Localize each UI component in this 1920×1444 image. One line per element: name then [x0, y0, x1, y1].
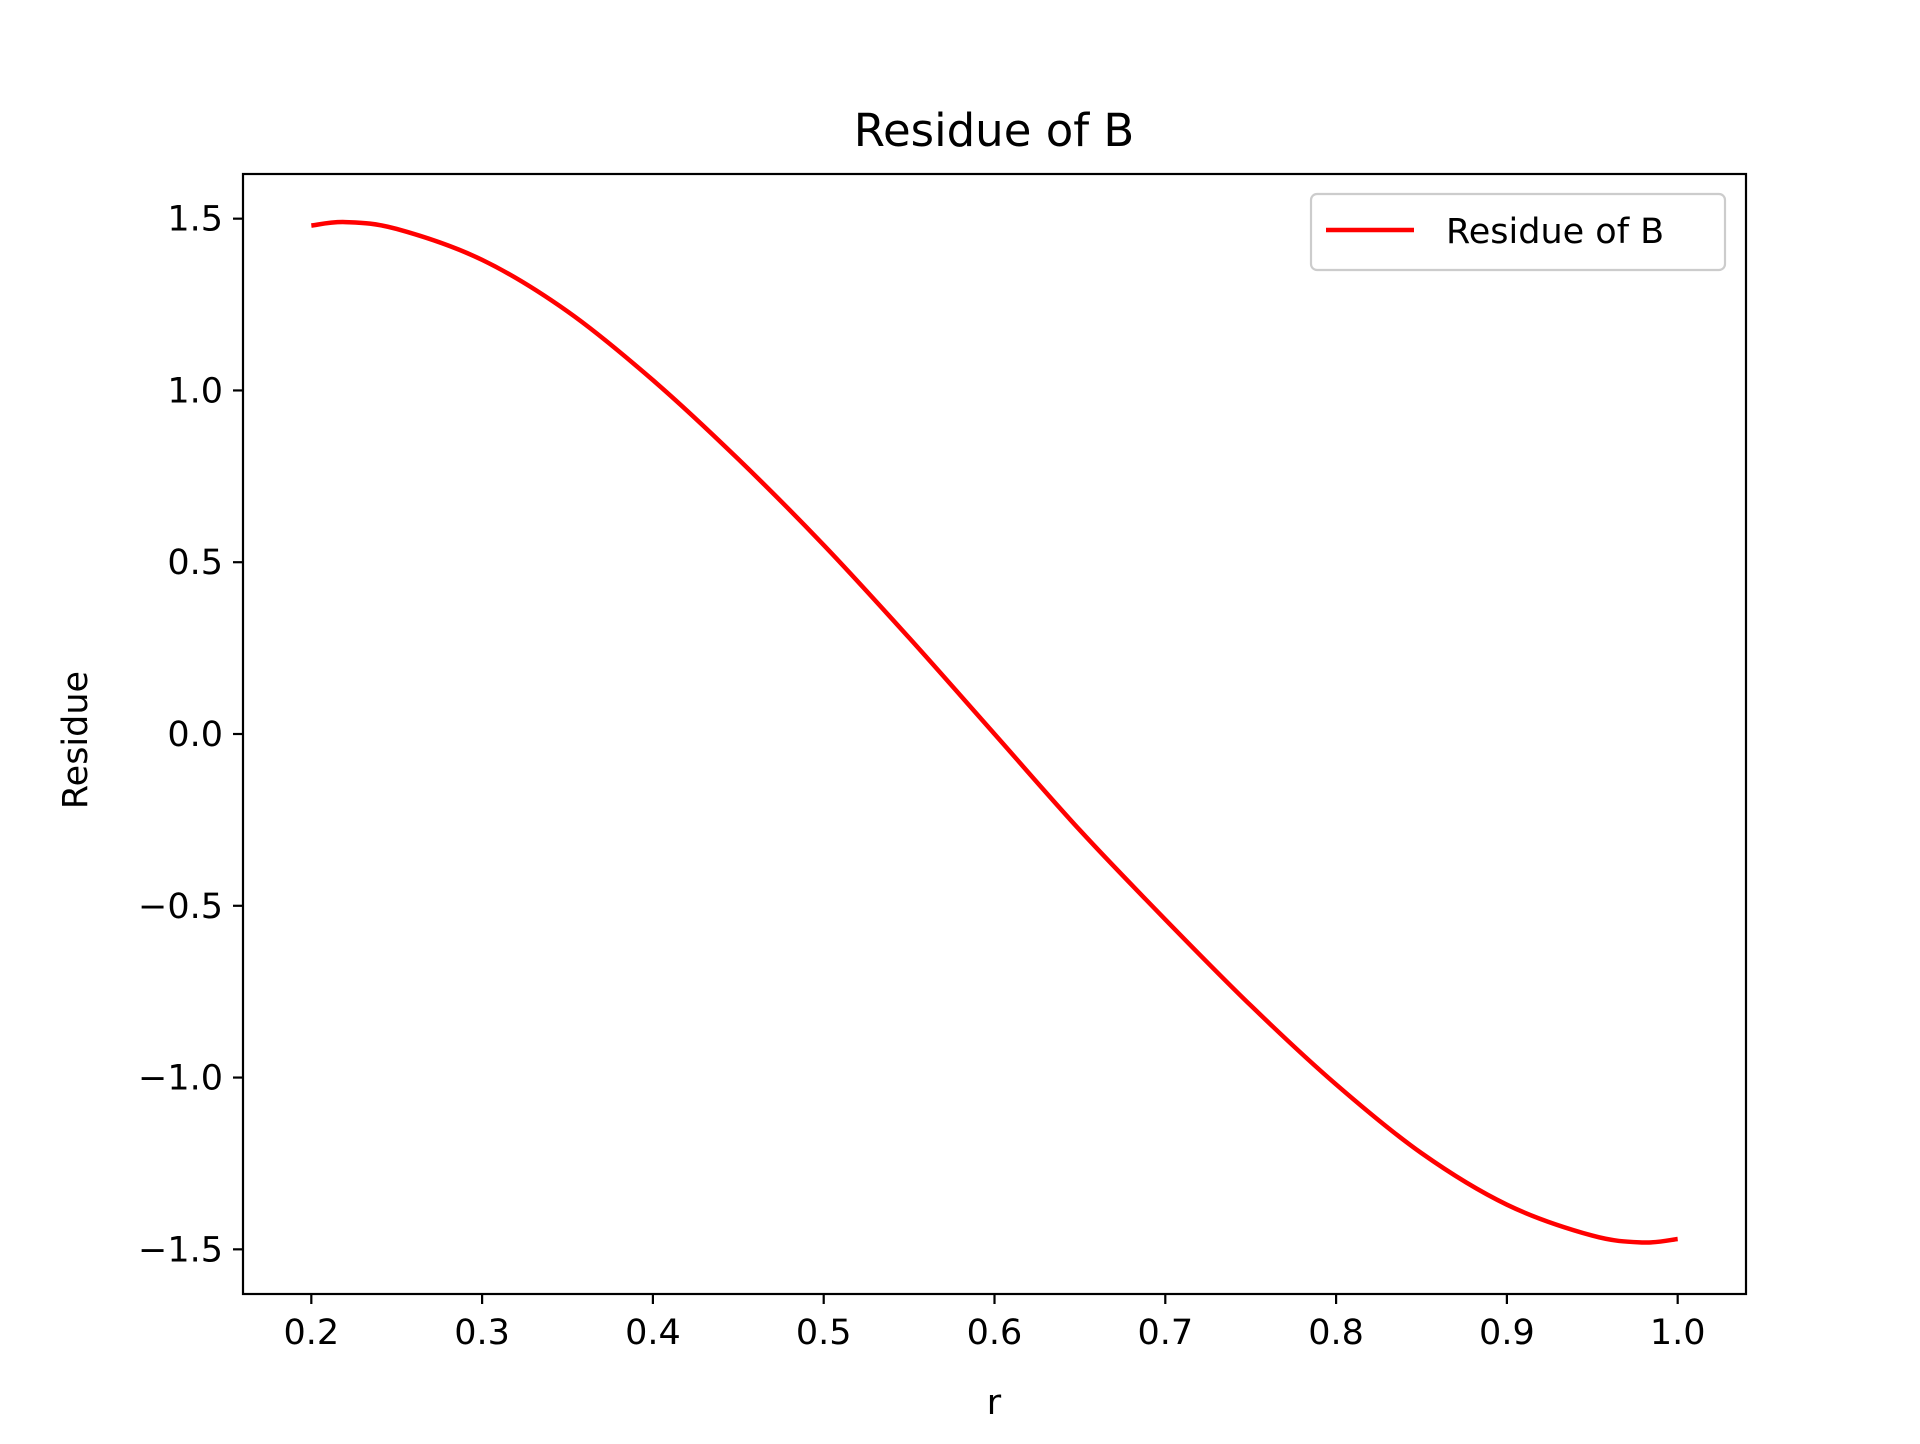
series-layer — [311, 219, 1678, 1245]
y-tick-label: 1.0 — [167, 371, 223, 411]
series-line-residue-of-b — [311, 219, 1678, 1245]
x-tick-label: 0.2 — [283, 1313, 339, 1353]
x-tick-label: 0.7 — [1137, 1313, 1193, 1353]
x-tick-label: 0.8 — [1308, 1313, 1364, 1353]
x-tick-label: 0.4 — [625, 1313, 681, 1353]
legend-label-residue-of-b: Residue of B — [1446, 212, 1664, 252]
y-axis: 1.5 1.0 0.5 0.0 −0.5 −1.0 −1.5 — [138, 200, 243, 1270]
y-axis-label: Residue — [56, 671, 96, 809]
x-axis-label: r — [987, 1383, 1002, 1423]
y-tick-label: 0.0 — [167, 715, 223, 755]
y-tick-label: −0.5 — [138, 887, 223, 927]
chart-title: Residue of B — [854, 104, 1135, 157]
x-tick-label: 0.9 — [1479, 1313, 1535, 1353]
x-tick-label: 0.3 — [454, 1313, 510, 1353]
legend-box — [1309, 192, 1727, 272]
x-tick-label: 1.0 — [1650, 1313, 1706, 1353]
legend: Residue of B — [1309, 192, 1727, 272]
y-tick-label: 0.5 — [167, 543, 223, 583]
x-axis: 0.2 0.3 0.4 0.5 0.6 0.7 0.8 0.9 1.0 — [283, 1294, 1706, 1353]
x-tick-label: 0.5 — [796, 1313, 852, 1353]
y-tick-label: −1.5 — [138, 1230, 223, 1270]
x-tick-label: 0.6 — [967, 1313, 1023, 1353]
y-tick-label: −1.0 — [138, 1059, 223, 1099]
y-tick-label: 1.5 — [167, 200, 223, 240]
